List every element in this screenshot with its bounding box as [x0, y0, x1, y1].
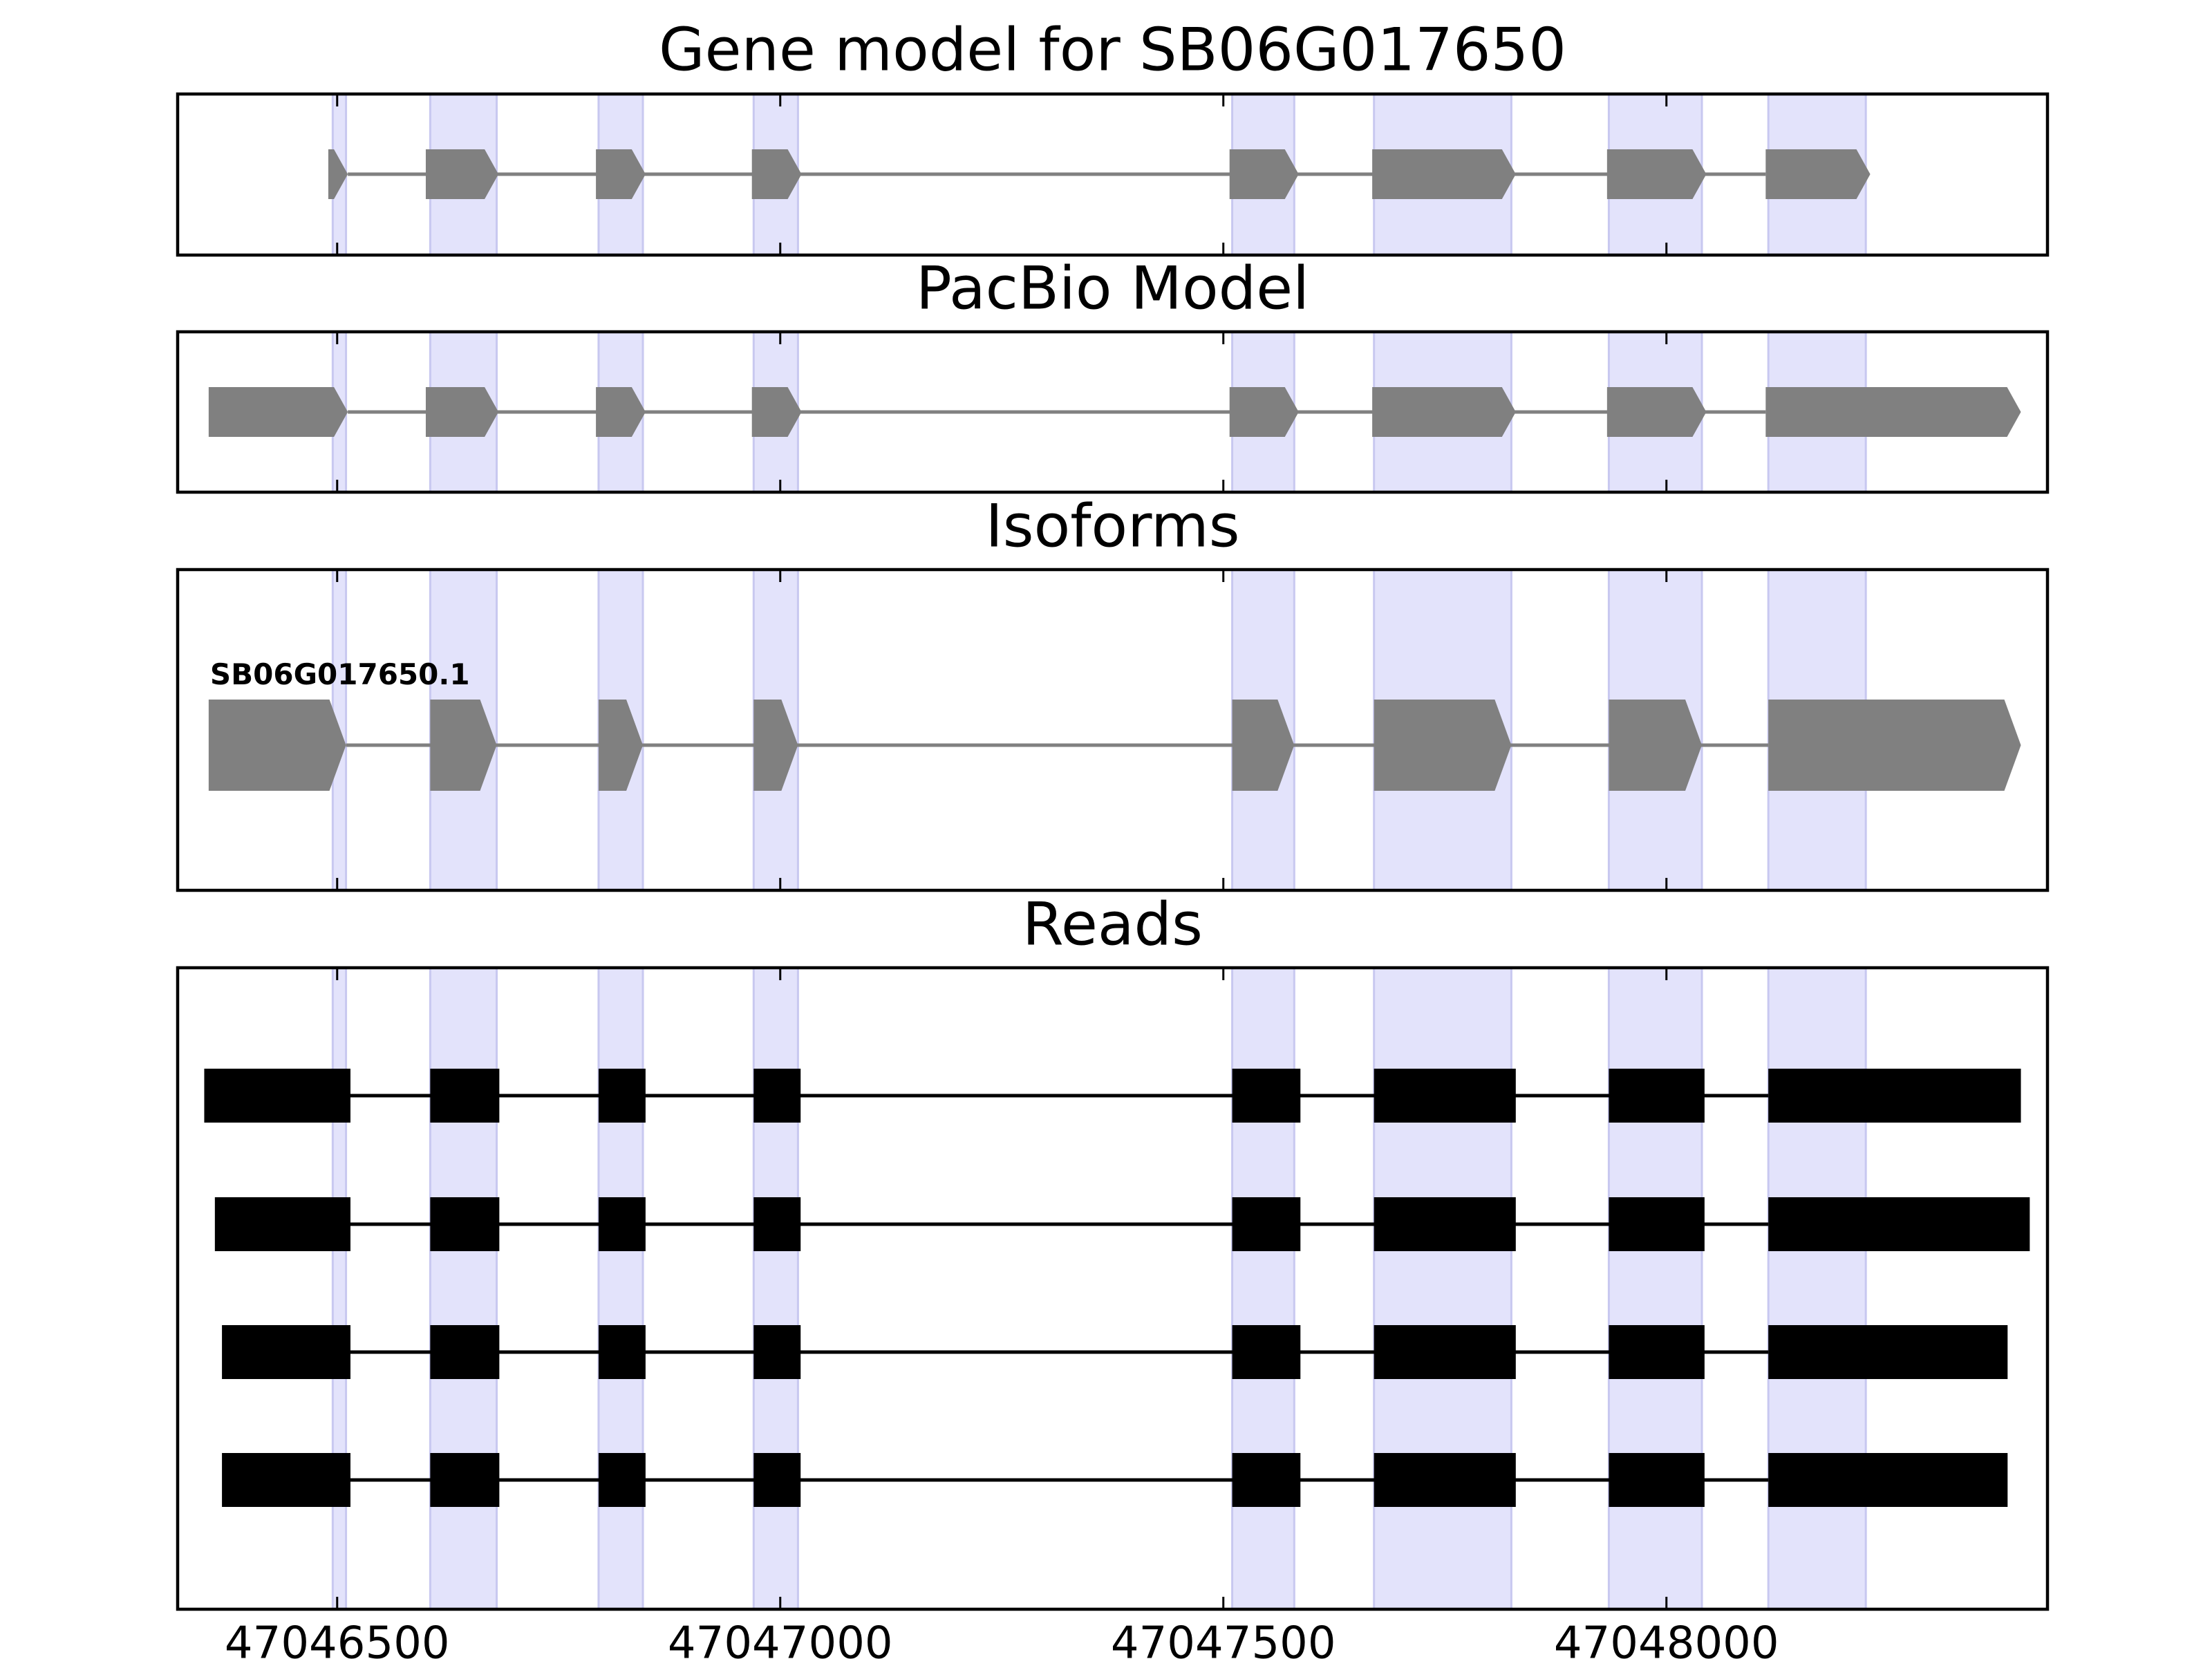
- read-exon-block: [598, 1069, 646, 1123]
- read-exon-block: [430, 1453, 500, 1507]
- exon-arrow: [425, 149, 499, 199]
- exon-arrow: [596, 149, 646, 199]
- exon-region-band: [331, 966, 348, 1611]
- read-exon-block: [1232, 1069, 1301, 1123]
- read-exon-block: [222, 1453, 350, 1507]
- exon-arrow: [1765, 387, 2021, 437]
- panel-frame: [176, 92, 2050, 257]
- panel-frame: [176, 568, 2050, 892]
- read-exon-block: [753, 1197, 801, 1251]
- panel-title: PacBio Model: [916, 254, 1309, 323]
- read-exon-block: [222, 1325, 350, 1379]
- exon-region-band: [1607, 966, 1703, 1611]
- exon-arrow: [1229, 387, 1299, 437]
- panel-title: Reads: [1022, 890, 1203, 959]
- exon-arrow: [430, 700, 497, 791]
- exon-region-band: [1767, 966, 1867, 1611]
- read-exon-block: [1768, 1325, 2008, 1379]
- read-exon-block: [1232, 1197, 1301, 1251]
- isoform-label: SB06G017650.1: [210, 657, 470, 691]
- read-exon-block: [1609, 1069, 1705, 1123]
- exon-arrow: [208, 387, 348, 437]
- exon-arrow: [425, 387, 499, 437]
- exon-arrow: [1372, 387, 1516, 437]
- read-exon-block: [1609, 1453, 1705, 1507]
- exon-arrow: [1606, 387, 1707, 437]
- read-exon-block: [430, 1069, 500, 1123]
- read-exon-block: [598, 1325, 646, 1379]
- x-tick-label: 47047500: [1111, 1618, 1336, 1659]
- read-exon-block: [1374, 1069, 1516, 1123]
- exon-arrow: [1609, 700, 1703, 791]
- panel-title: Isoforms: [985, 491, 1239, 561]
- x-tick-label: 47048000: [1554, 1618, 1779, 1659]
- exon-region-band: [597, 966, 644, 1611]
- exon-region-band: [752, 966, 799, 1611]
- exon-arrow: [751, 149, 802, 199]
- panel-frame: [176, 966, 2050, 1611]
- x-tick-label: 47047000: [668, 1618, 893, 1659]
- exon-arrow: [1229, 149, 1299, 199]
- read-exon-block: [1768, 1197, 2030, 1251]
- read-exon-block: [753, 1069, 801, 1123]
- read-exon-block: [753, 1325, 801, 1379]
- exon-arrow: [1765, 149, 1871, 199]
- exon-arrow: [1232, 700, 1295, 791]
- exon-arrow: [1374, 700, 1512, 791]
- exon-region-band: [1373, 966, 1512, 1611]
- exon-arrow: [596, 387, 646, 437]
- read-exon-block: [1374, 1325, 1516, 1379]
- read-exon-block: [1232, 1453, 1301, 1507]
- read-exon-block: [1232, 1325, 1301, 1379]
- exon-arrow: [1372, 149, 1516, 199]
- read-exon-block: [1609, 1325, 1705, 1379]
- panel-frame: [176, 330, 2050, 494]
- read-exon-block: [598, 1197, 646, 1251]
- exon-region-band: [1231, 966, 1295, 1611]
- exon-arrow: [1606, 149, 1707, 199]
- exon-arrow: [751, 387, 802, 437]
- read-exon-block: [204, 1069, 350, 1123]
- read-exon-block: [430, 1325, 500, 1379]
- read-exon-block: [1374, 1197, 1516, 1251]
- read-exon-block: [214, 1197, 350, 1251]
- exon-region-band: [429, 966, 498, 1611]
- read-exon-block: [1768, 1453, 2008, 1507]
- read-exon-block: [1609, 1197, 1705, 1251]
- read-exon-block: [598, 1453, 646, 1507]
- read-exon-block: [430, 1197, 500, 1251]
- exon-arrow: [598, 700, 644, 791]
- read-exon-block: [753, 1453, 801, 1507]
- exon-arrow: [328, 149, 348, 199]
- panel-title: Gene model for SB06G017650: [659, 15, 1566, 84]
- read-exon-block: [1768, 1069, 2021, 1123]
- exon-arrow: [753, 700, 798, 791]
- exon-arrow: [1768, 700, 2021, 791]
- x-tick-label: 47046500: [225, 1618, 450, 1659]
- exon-arrow: [208, 700, 346, 791]
- read-exon-block: [1374, 1453, 1516, 1507]
